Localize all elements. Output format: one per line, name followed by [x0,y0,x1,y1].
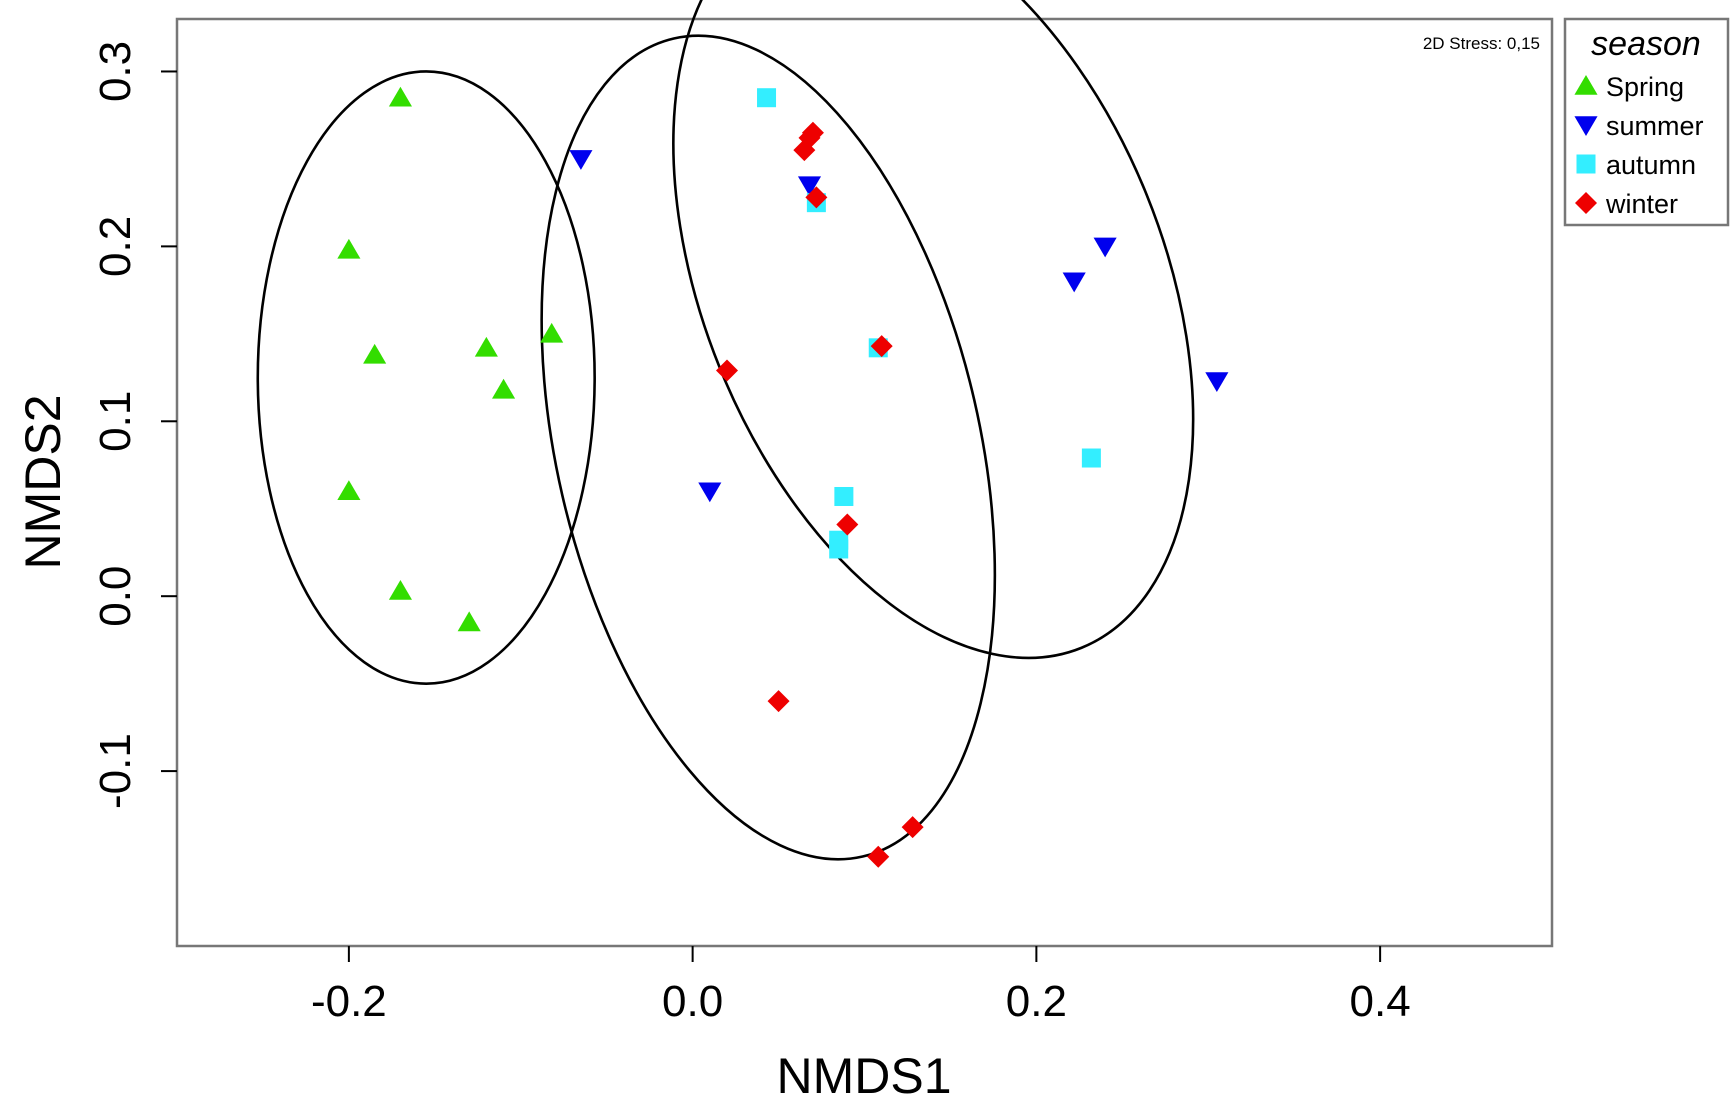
legend-marker-summer [1574,116,1598,136]
y-tick-label: 0.0 [91,566,140,627]
point-summer [797,176,822,197]
point-spring [388,86,412,107]
point-winter [867,845,890,868]
ellipse-1 [256,70,596,685]
x-axis-title: NMDS1 [776,1048,951,1104]
data-points [337,86,1229,868]
point-summer [698,482,722,503]
point-spring [388,579,412,600]
point-spring [540,322,564,343]
x-axis: -0.2 0.0 0.2 0.4 [311,946,1411,1026]
point-autumn [1081,448,1101,468]
y-axis: -0.1 0.0 0.1 0.2 0.3 [91,41,177,809]
legend-marker-winter [1575,192,1597,214]
point-spring [492,378,516,399]
y-axis-title: NMDS2 [15,394,71,569]
point-spring [363,343,387,364]
legend-marker-autumn [1576,154,1596,174]
point-winter [793,139,816,162]
point-spring [337,238,361,259]
legend: season Spring summer autumn winter [1563,17,1730,227]
x-tick-label: 0.2 [1006,977,1067,1026]
point-summer [569,150,593,170]
x-tick-label: 0.4 [1350,977,1411,1026]
legend-title: season [1591,25,1701,63]
point-autumn [834,486,854,506]
point-winter [805,186,828,209]
plot-frame [175,17,1554,948]
point-winter [801,121,824,144]
y-tick-label: -0.1 [91,733,140,809]
legend-marker-spring [1574,75,1598,95]
point-winter [767,690,790,713]
legend-label-spring: Spring [1606,72,1684,102]
legend-label-winter: winter [1605,189,1678,219]
y-tick-label: 0.3 [91,41,140,102]
point-winter [870,335,893,358]
point-winter [836,513,859,536]
point-autumn [829,539,849,559]
ellipse-2 [540,34,997,861]
x-tick-label: -0.2 [311,977,387,1026]
point-autumn [757,88,777,108]
point-summer [1205,372,1229,393]
point-winter [901,816,924,839]
point-spring [337,480,361,501]
legend-label-summer: summer [1606,111,1704,141]
y-tick-label: 0.1 [91,391,140,452]
point-summer [1093,237,1117,258]
x-tick-label: 0.0 [662,977,723,1026]
point-spring [457,611,481,632]
legend-label-autumn: autumn [1606,150,1696,180]
point-spring [474,336,498,357]
point-summer [1062,272,1086,293]
point-winter [716,359,738,382]
y-tick-label: 0.2 [91,216,140,277]
stress-annotation: 2D Stress: 0,15 [1423,34,1540,53]
